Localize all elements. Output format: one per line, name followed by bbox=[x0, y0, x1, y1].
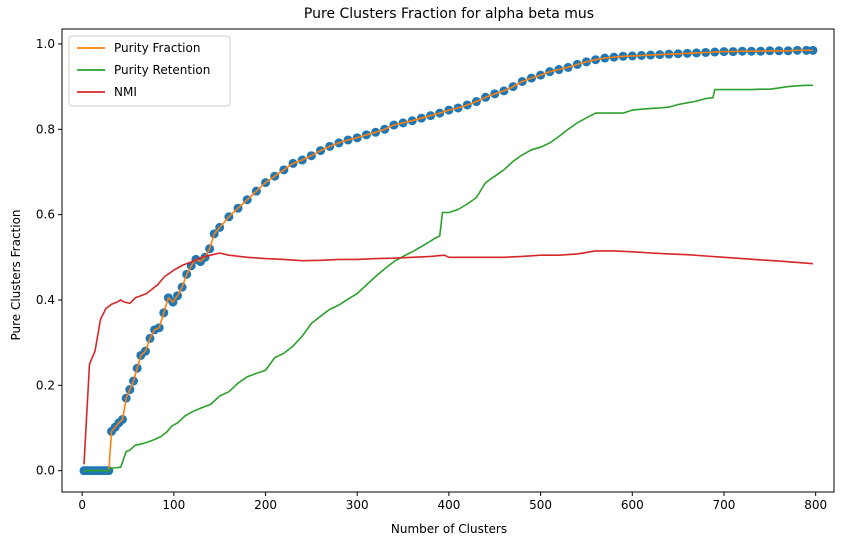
series-purity-retention bbox=[84, 84, 813, 472]
y-tick-label: 0.4 bbox=[36, 293, 55, 307]
x-tick-label: 300 bbox=[346, 498, 369, 512]
x-tick-label: 100 bbox=[162, 498, 185, 512]
x-tick-label: 200 bbox=[254, 498, 277, 512]
x-tick-label: 800 bbox=[804, 498, 827, 512]
series-line bbox=[84, 49, 813, 472]
legend: Purity Fraction Purity Retention NMI bbox=[68, 35, 231, 107]
legend-label: NMI bbox=[114, 85, 137, 99]
x-tick-label: 0 bbox=[78, 498, 86, 512]
data-point bbox=[808, 45, 818, 55]
series-layer bbox=[79, 45, 818, 476]
series-line bbox=[84, 84, 813, 472]
y-tick-label: 1.0 bbox=[36, 37, 55, 51]
x-tick-label: 400 bbox=[437, 498, 460, 512]
x-axis: 0 100 200 300 400 500 600 700 800 bbox=[78, 492, 827, 512]
legend-box bbox=[68, 35, 231, 107]
plot-area: 0 100 200 300 400 500 600 700 800 0.00.20.40.60.… bbox=[36, 28, 835, 512]
y-axis-label: Pure Clusters Fraction bbox=[9, 209, 23, 340]
y-tick-label: 0.0 bbox=[36, 464, 55, 478]
chart-title: Pure Clusters Fraction for alpha beta mu… bbox=[304, 6, 594, 22]
legend-label: Purity Retention bbox=[114, 63, 210, 77]
x-tick-label: 500 bbox=[529, 498, 552, 512]
series-nmi bbox=[83, 250, 813, 465]
y-tick-label: 0.6 bbox=[36, 208, 55, 222]
y-tick-label: 0.8 bbox=[36, 122, 55, 136]
plot-frame bbox=[61, 28, 835, 493]
series-line bbox=[83, 250, 813, 465]
x-axis-label: Number of Clusters bbox=[391, 522, 507, 536]
series-purity-fraction bbox=[79, 45, 818, 476]
y-axis: 0.0 0.2 0.4 0.6 0.8 1.0 bbox=[36, 37, 62, 478]
y-tick-label: 0.2 bbox=[36, 378, 55, 392]
x-tick-label: 700 bbox=[713, 498, 736, 512]
x-tick-label: 600 bbox=[621, 498, 644, 512]
legend-label: Purity Fraction bbox=[114, 41, 200, 55]
